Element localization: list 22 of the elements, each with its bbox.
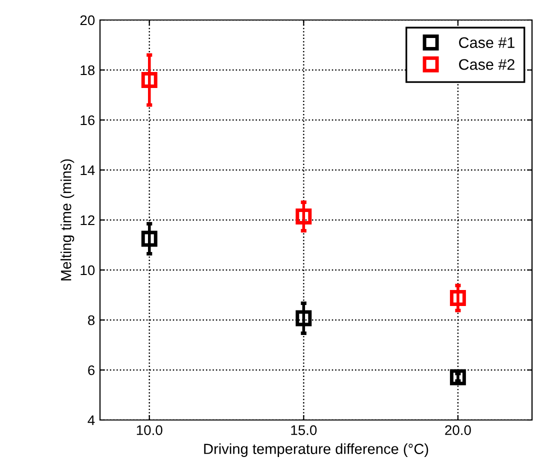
y-tick-label: 10	[80, 265, 95, 276]
y-tick-label: 14	[80, 165, 95, 176]
y-tick-label: 12	[80, 215, 94, 226]
legend-label: Case #1	[459, 37, 514, 48]
y-tick-label: 4	[88, 415, 95, 426]
y-tick-label: 8	[88, 315, 95, 326]
x-tick-label: 15.0	[291, 425, 317, 436]
y-tick-label: 16	[80, 115, 95, 126]
point	[450, 369, 466, 386]
x-tick-label: 20.0	[445, 425, 471, 436]
point	[296, 208, 312, 224]
point	[141, 72, 158, 88]
y-axis-title: Melting time (mins)	[60, 159, 74, 280]
y-tick-label: 6	[88, 365, 95, 376]
point	[296, 310, 312, 326]
y-tick-label: 20	[80, 15, 95, 26]
point	[450, 290, 466, 306]
point	[141, 230, 158, 247]
x-tick-label: 10.0	[136, 425, 162, 436]
legend-label: Case #2	[459, 59, 514, 70]
y-tick-label: 18	[80, 65, 95, 76]
x-axis-title: Driving temperature difference (°C)	[204, 443, 428, 457]
